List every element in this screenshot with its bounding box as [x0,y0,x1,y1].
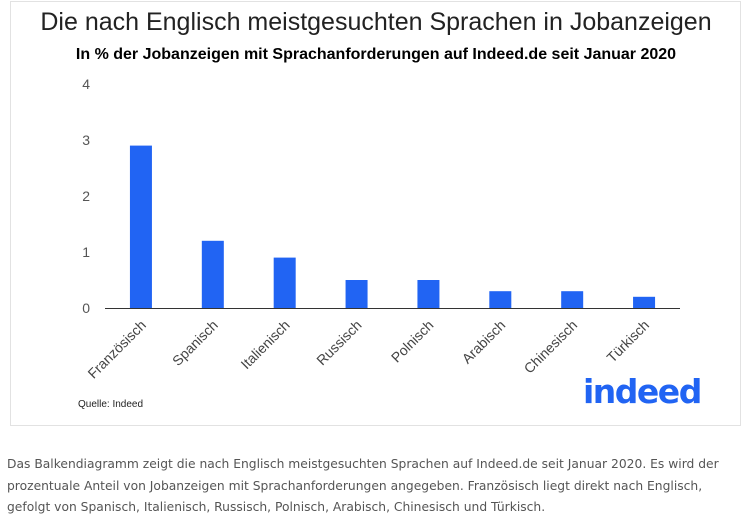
y-tick-label: 2 [82,188,90,204]
x-tick-label: Spanisch [169,317,221,369]
chart-subtitle: In % der Jobanzeigen mit Sprachanforderu… [75,46,677,63]
chart-caption: Das Balkendiagramm zeigt die nach Englis… [7,457,719,514]
indeed-logo: indeed [583,372,702,411]
source-note: Quelle: Indeed [78,399,144,410]
x-tick-label: Chinesisch [521,317,581,377]
x-tick-label: Italienisch [237,317,292,372]
chart-title: Die nach Englisch meistgesuchten Sprache… [40,8,712,36]
bar-französisch [129,145,152,308]
y-tick-label: 1 [82,244,90,260]
bar-spanisch [201,240,224,308]
bar-arabisch [489,291,512,308]
x-tick-label: Französisch [84,317,149,382]
bar-russisch [345,280,368,308]
bar-türkisch [633,296,656,308]
x-tick-label: Russisch [313,317,364,368]
x-tick-label: Arabisch [459,317,509,367]
bar-chinesisch [561,291,584,308]
x-tick-label: Türkisch [603,317,652,366]
x-tick-label: Polnisch [388,317,437,366]
bar-italienisch [273,257,296,308]
y-tick-label: 0 [82,300,90,316]
bar-chart: 0 1 2 3 4 Französisch Spanisch Italienisch Russi… [82,76,680,382]
y-tick-label: 4 [82,76,90,92]
bar-polnisch [417,280,440,308]
y-tick-label: 3 [82,132,90,148]
